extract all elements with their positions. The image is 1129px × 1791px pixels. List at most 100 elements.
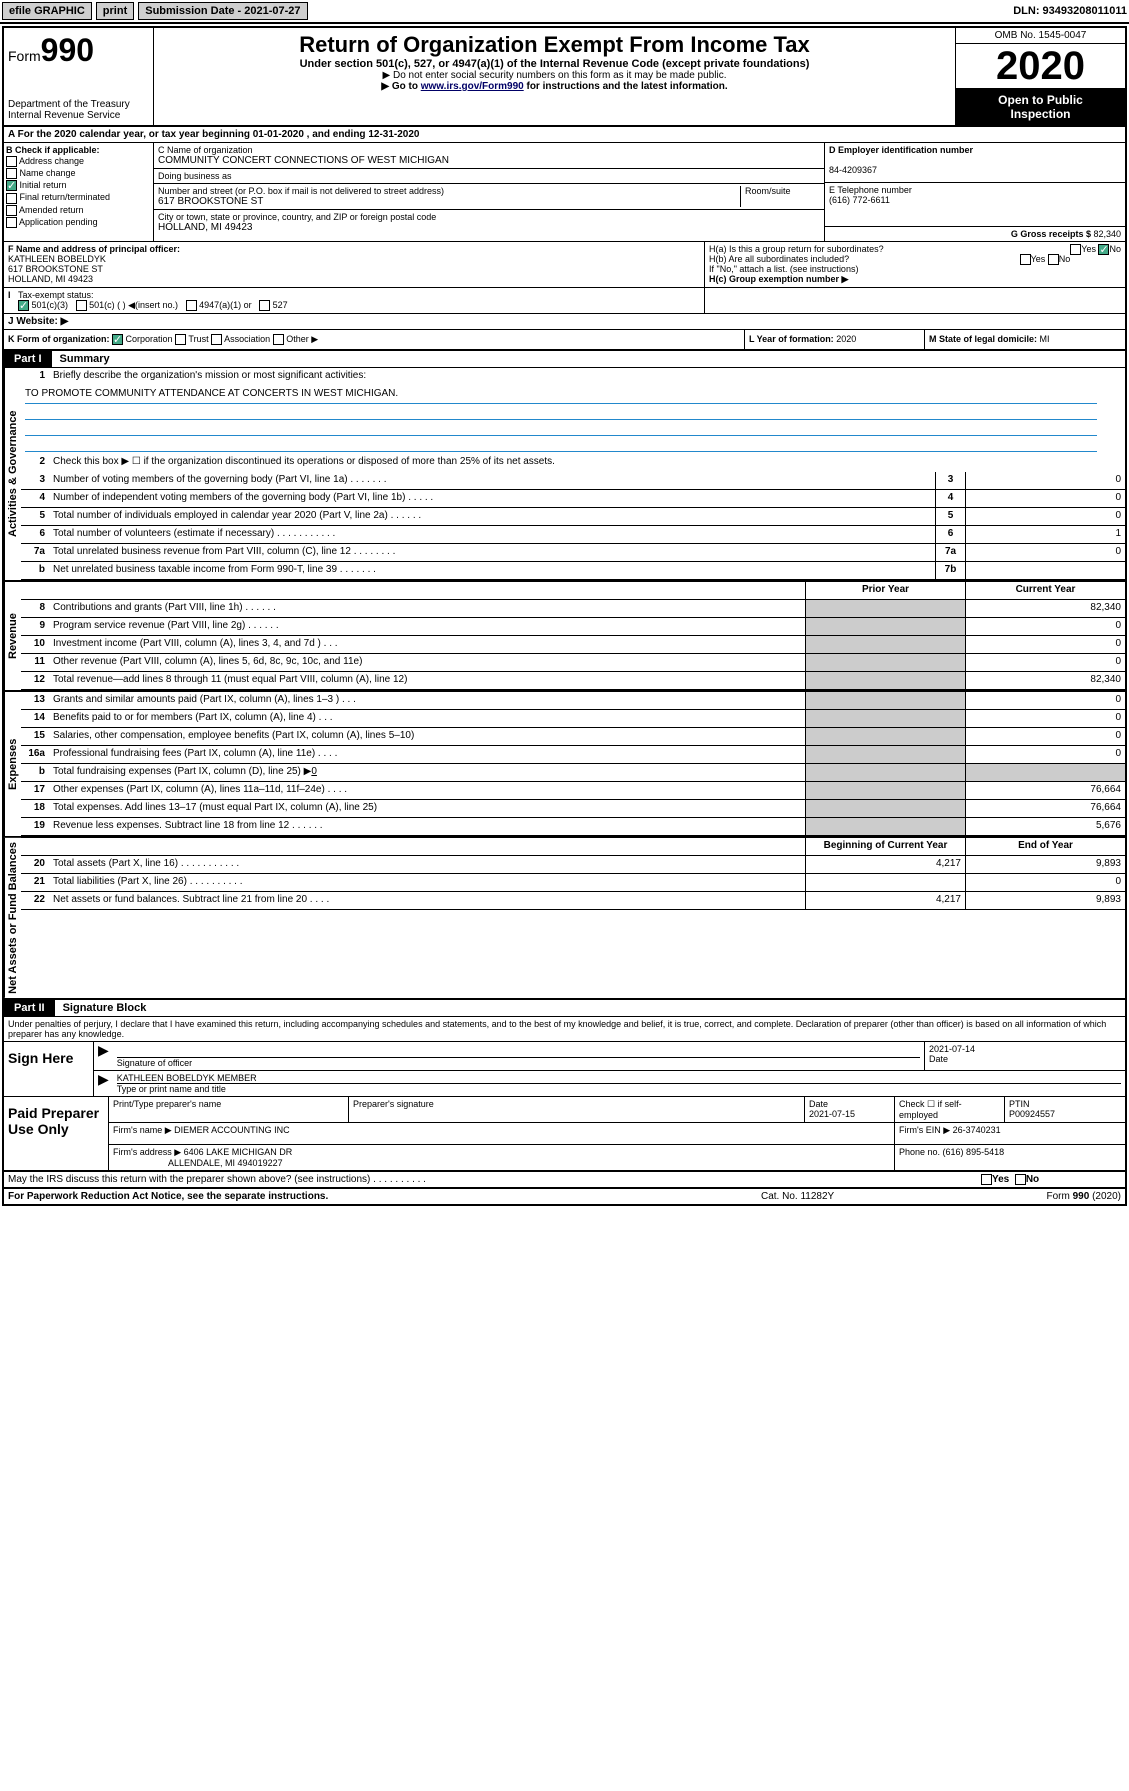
top-toolbar: efile GRAPHIC print Submission Date - 20… [0,0,1129,24]
room-suite-label: Room/suite [740,186,820,207]
line20-desc: Total assets (Part X, line 16) . . . . .… [49,856,805,873]
hb-note: If "No," attach a list. (see instruction… [709,264,1121,274]
website-row: J Website: ▶ [4,314,1125,330]
officer-name: KATHLEEN BOBELDYK [8,254,106,264]
line12-desc: Total revenue—add lines 8 through 11 (mu… [49,672,805,689]
line2-desc: Check this box ▶ ☐ if the organization d… [49,454,1125,472]
prep-name-hdr: Print/Type preparer's name [109,1097,349,1122]
part1-title: Summary [52,353,110,365]
check-application-pending[interactable]: Application pending [6,217,151,228]
part1-tag: Part I [4,351,52,367]
gross-receipts-label: G Gross receipts $ [1011,229,1094,239]
check-final-return[interactable]: Final return/terminated [6,192,151,203]
omb-number: OMB No. 1545-0047 [956,28,1125,44]
line15-desc: Salaries, other compensation, employee b… [49,728,805,745]
addr-label: Number and street (or P.O. box if mail i… [158,186,740,196]
vlabel-expenses: Expenses [4,692,21,836]
row-a-tax-year: A For the 2020 calendar year, or tax yea… [4,127,1125,143]
check-501c[interactable] [76,300,87,311]
discuss-question: May the IRS discuss this return with the… [8,1174,981,1185]
line16a-desc: Professional fundraising fees (Part IX, … [49,746,805,763]
line7a-val: 0 [965,544,1125,561]
check-corporation[interactable] [112,334,123,345]
check-name-change[interactable]: Name change [6,168,151,179]
sig-date-label: Date [929,1054,1121,1064]
line9-cur: 0 [965,618,1125,635]
end-hdr: End of Year [965,838,1125,855]
prior-year-hdr: Prior Year [805,582,965,599]
line1-desc: Briefly describe the organization's miss… [49,368,1125,386]
line13-cur: 0 [965,692,1125,709]
firm-name: DIEMER ACCOUNTING INC [174,1125,290,1135]
city-label: City or town, state or province, country… [158,212,820,222]
line15-cur: 0 [965,728,1125,745]
check-initial-return[interactable]: Initial return [6,180,151,191]
dln-label: DLN: 93493208011011 [1013,5,1127,17]
col-b-checkboxes: B Check if applicable: Address change Na… [4,143,154,241]
line10-cur: 0 [965,636,1125,653]
dba-label: Doing business as [158,171,820,181]
footer-form: Form 990 (2020) [961,1191,1121,1202]
line10-desc: Investment income (Part VIII, column (A)… [49,636,805,653]
submission-date-button[interactable]: Submission Date - 2021-07-27 [138,2,307,20]
form-title: Return of Organization Exempt From Incom… [160,32,949,58]
form-org-label: K Form of organization: [8,334,110,344]
phone-value: (616) 772-6611 [829,195,890,205]
check-4947[interactable] [186,300,197,311]
line3-val: 0 [965,472,1125,489]
check-trust[interactable] [175,334,186,345]
officer-label: F Name and address of principal officer: [8,244,180,254]
check-501c3[interactable] [18,300,29,311]
ein-value: 84-4209367 [829,165,877,175]
phone-label: E Telephone number [829,185,912,195]
line17-cur: 76,664 [965,782,1125,799]
firm-phone: (616) 895-5418 [943,1147,1005,1157]
efile-button[interactable]: efile GRAPHIC [2,2,92,20]
part2-title: Signature Block [55,1002,147,1014]
tax-exempt-label: Tax-exempt status: [18,290,94,300]
line8-desc: Contributions and grants (Part VIII, lin… [49,600,805,617]
form-note-ssn: ▶ Do not enter social security numbers o… [160,70,949,81]
check-527[interactable] [259,300,270,311]
discuss-yes[interactable] [981,1174,992,1185]
line5-desc: Total number of individuals employed in … [49,508,935,525]
part2-tag: Part II [4,1000,55,1016]
tax-year: 2020 [956,44,1125,89]
line6-val: 1 [965,526,1125,543]
line5-val: 0 [965,508,1125,525]
check-association[interactable] [211,334,222,345]
beginning-hdr: Beginning of Current Year [805,838,965,855]
officer-addr1: 617 BROOKSTONE ST [8,264,103,274]
line22-desc: Net assets or fund balances. Subtract li… [49,892,805,909]
line18-desc: Total expenses. Add lines 13–17 (must eq… [49,800,805,817]
sig-date: 2021-07-14 [929,1044,1121,1054]
city-value: HOLLAND, MI 49423 [158,222,820,233]
prep-date: 2021-07-15 [809,1109,855,1119]
line21-end: 0 [965,874,1125,891]
prep-check-hdr: Check ☐ if self-employed [895,1097,1005,1122]
line16b-desc: Total fundraising expenses (Part IX, col… [49,764,805,781]
hc-label: H(c) Group exemption number ▶ [709,274,1121,285]
discuss-no[interactable] [1015,1174,1026,1185]
check-other[interactable] [273,334,284,345]
check-amended-return[interactable]: Amended return [6,205,151,216]
current-year-hdr: Current Year [965,582,1125,599]
form-subtitle: Under section 501(c), 527, or 4947(a)(1)… [160,58,949,70]
check-address-change[interactable]: Address change [6,156,151,167]
line4-val: 0 [965,490,1125,507]
line7b-desc: Net unrelated business taxable income fr… [49,562,935,579]
footer-notice: For Paperwork Reduction Act Notice, see … [8,1191,761,1202]
firm-ein: 26-3740231 [953,1125,1001,1135]
line6-desc: Total number of volunteers (estimate if … [49,526,935,543]
line3-desc: Number of voting members of the governin… [49,472,935,489]
line21-desc: Total liabilities (Part X, line 26) . . … [49,874,805,891]
firm-addr1: 6406 LAKE MICHIGAN DR [184,1147,293,1157]
sign-here-label: Sign Here [4,1042,94,1096]
paid-preparer-label: Paid Preparer Use Only [4,1097,109,1170]
vlabel-governance: Activities & Governance [4,368,21,580]
dept-label: Department of the Treasury [8,99,149,110]
instructions-link[interactable]: www.irs.gov/Form990 [421,81,524,92]
print-button[interactable]: print [96,2,134,20]
hb-label: H(b) Are all subordinates included? [709,254,849,264]
officer-addr2: HOLLAND, MI 49423 [8,274,93,284]
